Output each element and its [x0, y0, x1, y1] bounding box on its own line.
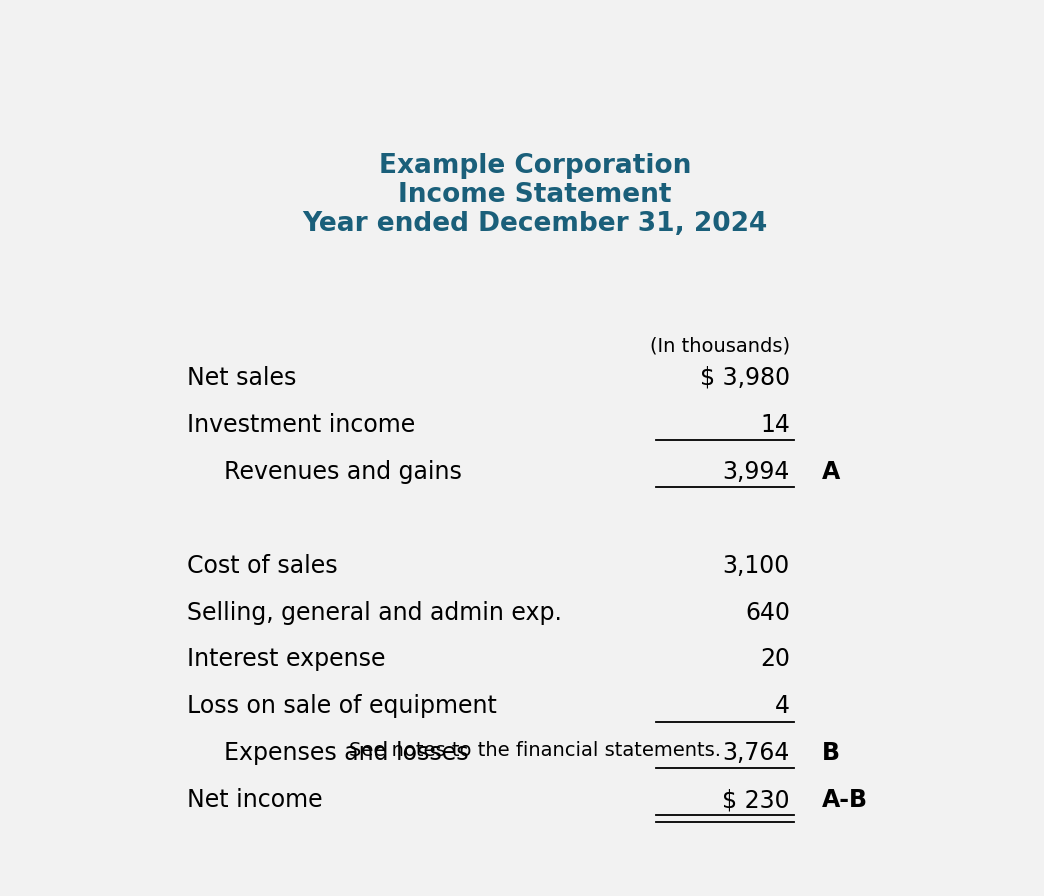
Text: Loss on sale of equipment: Loss on sale of equipment — [187, 694, 497, 719]
Text: Net sales: Net sales — [187, 366, 296, 390]
Text: Income Statement: Income Statement — [399, 182, 671, 208]
Text: 3,100: 3,100 — [722, 554, 790, 578]
Text: 3,764: 3,764 — [722, 741, 790, 765]
Text: 640: 640 — [745, 600, 790, 625]
Text: Revenues and gains: Revenues and gains — [223, 460, 461, 484]
Text: $ 230: $ 230 — [722, 788, 790, 812]
Text: A-B: A-B — [823, 788, 869, 812]
Text: Investment income: Investment income — [187, 413, 416, 437]
Text: Year ended December 31, 2024: Year ended December 31, 2024 — [303, 211, 767, 237]
Text: Expenses and losses: Expenses and losses — [223, 741, 468, 765]
Text: Net income: Net income — [187, 788, 323, 812]
Text: Example Corporation: Example Corporation — [379, 153, 691, 179]
Text: A: A — [823, 460, 840, 484]
Text: Cost of sales: Cost of sales — [187, 554, 338, 578]
Text: 4: 4 — [775, 694, 790, 719]
Text: 3,994: 3,994 — [722, 460, 790, 484]
Text: 14: 14 — [760, 413, 790, 437]
Text: Selling, general and admin exp.: Selling, general and admin exp. — [187, 600, 562, 625]
Text: See notes to the financial statements.: See notes to the financial statements. — [349, 741, 721, 760]
Text: 20: 20 — [760, 648, 790, 671]
Text: (In thousands): (In thousands) — [649, 336, 790, 355]
Text: B: B — [823, 741, 840, 765]
Text: Interest expense: Interest expense — [187, 648, 385, 671]
Text: $ 3,980: $ 3,980 — [699, 366, 790, 390]
